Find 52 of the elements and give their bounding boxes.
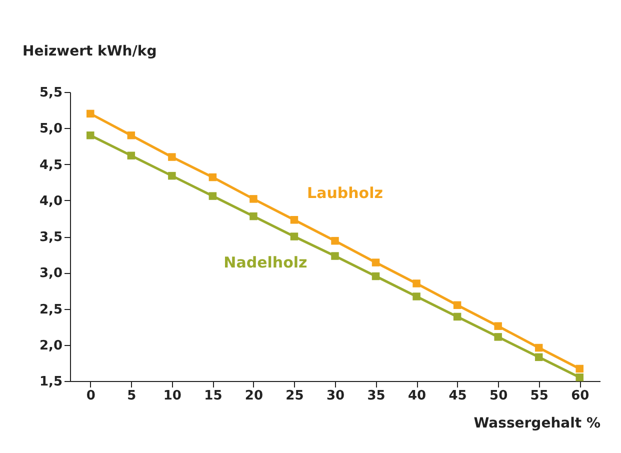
point xyxy=(86,131,94,140)
point xyxy=(331,252,339,260)
point xyxy=(127,152,136,160)
series-label: Nadelholz xyxy=(224,253,308,272)
point xyxy=(372,258,380,266)
point xyxy=(534,353,543,362)
point xyxy=(208,173,217,182)
y-tick-label: 2,0 xyxy=(39,338,62,354)
x-tick-label: 10 xyxy=(163,388,182,404)
point xyxy=(331,236,339,245)
x-tick-label: 50 xyxy=(490,388,508,404)
point xyxy=(453,312,462,321)
y-tick-label: 3,0 xyxy=(39,266,62,282)
y-axis-title: Heizwert kWh/kg xyxy=(22,44,157,60)
point xyxy=(372,272,380,280)
x-tick-label: 60 xyxy=(571,388,590,404)
y-tick-label: 5,0 xyxy=(39,122,62,137)
point xyxy=(576,374,584,382)
x-tick-label: 45 xyxy=(448,388,467,404)
x-tick-label: 20 xyxy=(244,388,264,404)
y-tick-label: 4,0 xyxy=(39,194,62,209)
point xyxy=(290,232,298,240)
point xyxy=(494,322,502,330)
x-tick-label: 0 xyxy=(86,388,96,404)
point xyxy=(250,212,258,220)
y-tick-label: 3,5 xyxy=(39,230,62,245)
point xyxy=(127,131,136,140)
point xyxy=(168,153,176,161)
point xyxy=(208,192,217,200)
series-label: Laubholz xyxy=(307,184,384,202)
point xyxy=(250,195,258,203)
y-tick-label: 5,5 xyxy=(39,86,62,100)
y-tick-label: 2,5 xyxy=(39,302,62,318)
x-tick-label: 40 xyxy=(408,388,426,404)
point xyxy=(576,364,584,373)
x-axis-title: Wassergehalt % xyxy=(474,416,600,432)
x-tick-label: 35 xyxy=(367,388,386,404)
x-tick-label: 30 xyxy=(326,388,345,404)
point xyxy=(534,344,543,352)
y-tick-label: 1,5 xyxy=(39,374,62,390)
point xyxy=(290,216,298,224)
point xyxy=(494,333,502,341)
x-tick-label: 5 xyxy=(127,388,136,404)
x-tick-label: 25 xyxy=(286,388,304,404)
point xyxy=(168,172,176,180)
point xyxy=(412,292,420,300)
point xyxy=(453,301,462,310)
x-tick-label: 55 xyxy=(530,388,548,404)
x-tick-label: 15 xyxy=(204,388,222,404)
y-tick-label: 4,5 xyxy=(39,158,62,173)
point xyxy=(86,110,94,118)
point xyxy=(412,280,420,288)
